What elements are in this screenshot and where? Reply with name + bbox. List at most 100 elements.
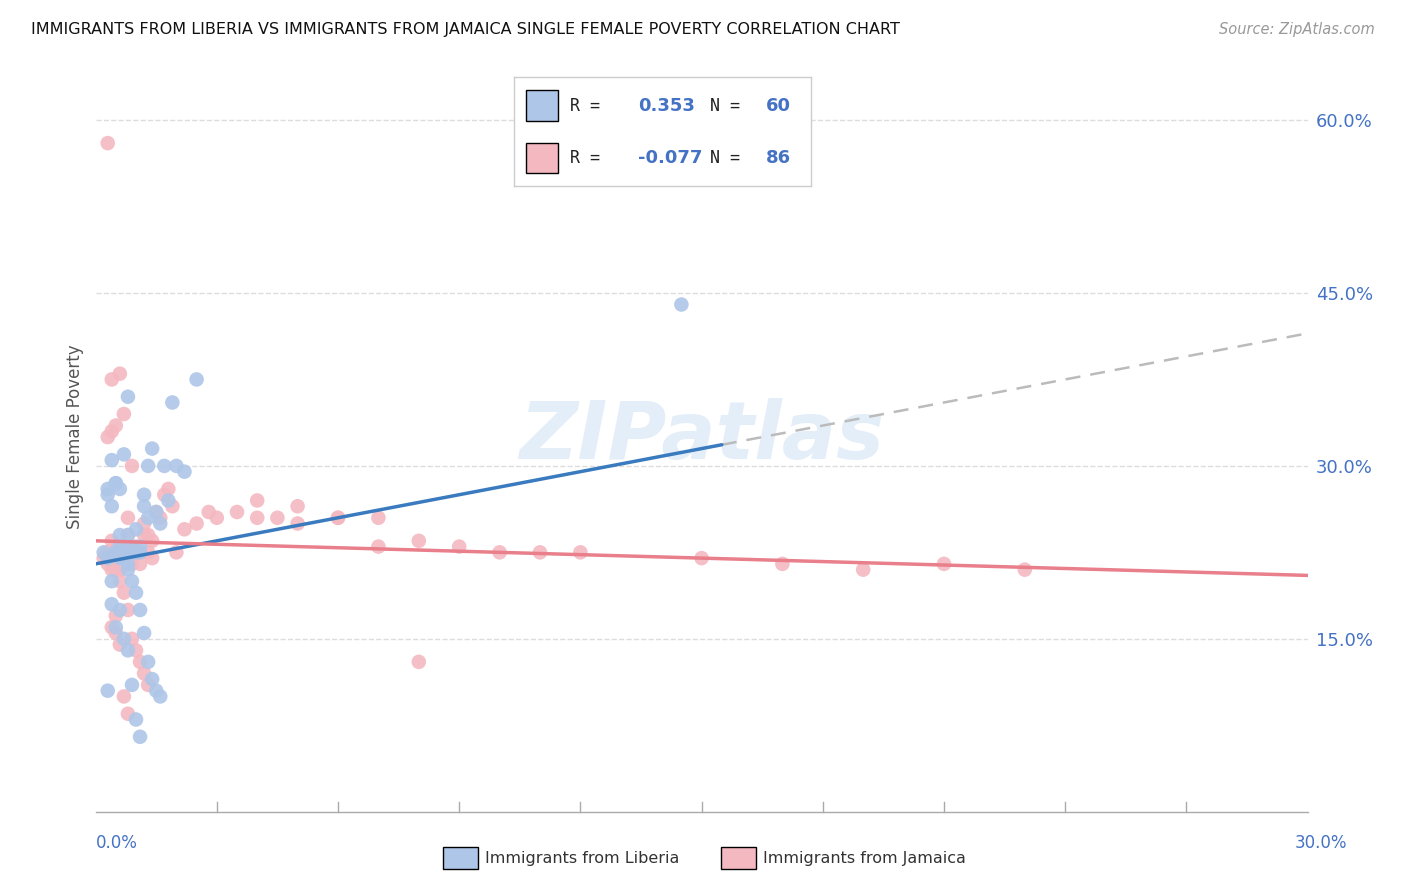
Point xyxy=(112,545,135,559)
Point xyxy=(100,620,122,634)
Point xyxy=(132,516,155,531)
Point xyxy=(129,655,152,669)
Point xyxy=(149,516,172,531)
Point xyxy=(117,390,139,404)
Text: IMMIGRANTS FROM LIBERIA VS IMMIGRANTS FROM JAMAICA SINGLE FEMALE POVERTY CORRELA: IMMIGRANTS FROM LIBERIA VS IMMIGRANTS FR… xyxy=(31,22,900,37)
Text: Immigrants from Liberia: Immigrants from Liberia xyxy=(485,851,679,865)
Point xyxy=(173,522,195,536)
Point xyxy=(117,551,139,566)
Point xyxy=(932,557,955,571)
Point xyxy=(121,574,143,589)
Point xyxy=(112,407,135,421)
Text: 30.0%: 30.0% xyxy=(1295,834,1347,852)
Point xyxy=(108,563,131,577)
Point xyxy=(153,488,176,502)
Point xyxy=(129,603,152,617)
Point xyxy=(104,545,127,559)
Text: Immigrants from Jamaica: Immigrants from Jamaica xyxy=(763,851,966,865)
Point xyxy=(569,545,592,559)
Point xyxy=(112,545,135,559)
Point xyxy=(149,510,172,524)
Point xyxy=(104,563,127,577)
Point xyxy=(529,545,551,559)
Point xyxy=(97,430,120,444)
Point xyxy=(104,476,127,491)
Point xyxy=(97,551,120,566)
Point xyxy=(125,713,148,727)
Point xyxy=(173,465,195,479)
Point xyxy=(97,551,120,566)
Point xyxy=(100,574,122,589)
Point xyxy=(104,620,127,634)
Point xyxy=(108,574,131,589)
Point xyxy=(129,557,152,571)
Point xyxy=(145,505,167,519)
Point xyxy=(117,643,139,657)
Point xyxy=(108,557,131,571)
Point xyxy=(141,672,163,686)
Point xyxy=(136,528,159,542)
Point xyxy=(112,632,135,646)
Point xyxy=(125,545,148,559)
Point xyxy=(408,655,430,669)
Point xyxy=(108,482,131,496)
Point xyxy=(197,505,219,519)
Point xyxy=(153,458,176,473)
Point xyxy=(136,510,159,524)
Point xyxy=(100,533,122,548)
Point xyxy=(326,510,349,524)
Point xyxy=(226,505,249,519)
Point xyxy=(367,540,389,554)
Point xyxy=(104,608,127,623)
Point xyxy=(141,551,163,566)
Point xyxy=(97,488,120,502)
Point xyxy=(125,522,148,536)
Point xyxy=(266,510,288,524)
Point xyxy=(121,458,143,473)
Point xyxy=(108,540,131,554)
Point xyxy=(93,551,115,566)
Point xyxy=(97,545,120,559)
Point xyxy=(132,666,155,681)
Point xyxy=(108,638,131,652)
Point xyxy=(186,516,208,531)
Point xyxy=(132,626,155,640)
Point xyxy=(100,563,122,577)
Point xyxy=(112,557,135,571)
Point xyxy=(100,597,122,611)
Point xyxy=(121,632,143,646)
Point xyxy=(157,493,180,508)
Point xyxy=(165,545,187,559)
Point xyxy=(129,545,152,559)
Point xyxy=(367,510,389,524)
Point xyxy=(121,540,143,554)
Point xyxy=(136,655,159,669)
Point xyxy=(671,297,693,311)
Point xyxy=(117,510,139,524)
Point xyxy=(104,626,127,640)
Point xyxy=(121,678,143,692)
Point xyxy=(145,505,167,519)
Point xyxy=(136,545,159,559)
Point xyxy=(129,545,152,559)
Point xyxy=(112,545,135,559)
Point xyxy=(136,678,159,692)
Point xyxy=(117,603,139,617)
Point xyxy=(125,540,148,554)
Point xyxy=(100,500,122,514)
Point xyxy=(125,585,148,599)
Point xyxy=(125,643,148,657)
Point xyxy=(165,458,187,473)
Point xyxy=(141,442,163,456)
Point xyxy=(125,545,148,559)
Point xyxy=(121,557,143,571)
Point xyxy=(112,540,135,554)
Point xyxy=(97,136,120,150)
Point xyxy=(205,510,228,524)
Point xyxy=(112,690,135,704)
Point xyxy=(449,540,471,554)
Point xyxy=(132,528,155,542)
Point xyxy=(100,557,122,571)
Point xyxy=(117,563,139,577)
Point xyxy=(108,551,131,566)
